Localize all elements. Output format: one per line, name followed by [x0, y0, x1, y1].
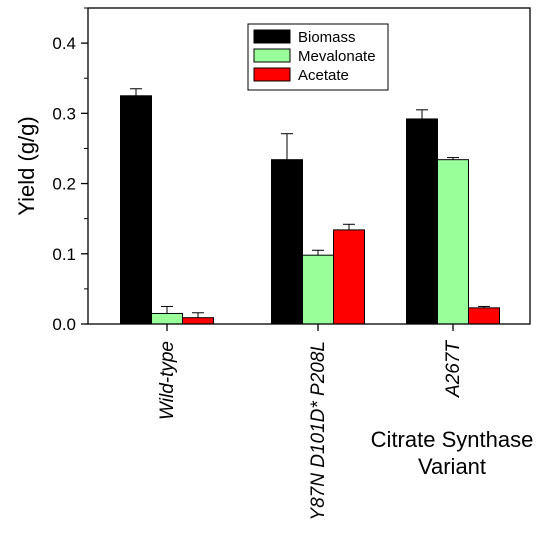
- x-axis: Wild-type Y87N D101D* P208L A267T: [157, 324, 464, 521]
- legend-label-mevalonate: Mevalonate: [298, 48, 376, 65]
- legend-label-biomass: Biomass: [298, 29, 356, 46]
- y-tick-label-0: 0.0: [52, 315, 76, 334]
- y-axis-label: Yield (g/g): [14, 116, 39, 215]
- legend: Biomass Mevalonate Acetate: [247, 23, 389, 91]
- legend-swatch-biomass: [253, 29, 291, 44]
- x-tick-label-1: Y87N D101D* P208L: [308, 341, 329, 521]
- bar-biomass-1: [271, 159, 303, 325]
- bar-acetate-2: [468, 307, 500, 325]
- y-tick-label-2: 0.2: [52, 175, 76, 194]
- bar-mevalonate-2: [437, 159, 469, 325]
- legend-swatch-mevalonate: [253, 48, 291, 63]
- bar-mevalonate-0: [151, 312, 183, 325]
- x-tick-label-0: Wild-type: [157, 341, 178, 420]
- legend-swatch-acetate: [253, 67, 291, 82]
- bar-acetate-1: [333, 229, 365, 325]
- x-axis-label-line2: Variant: [418, 454, 486, 479]
- y-tick-label-4: 0.4: [52, 34, 76, 53]
- bar-biomass-2: [406, 118, 438, 325]
- bars-layer: [120, 95, 500, 325]
- bar-acetate-0: [182, 317, 214, 325]
- y-tick-label-3: 0.3: [52, 104, 76, 123]
- bar-biomass-0: [120, 95, 152, 325]
- x-tick-label-2: A267T: [443, 340, 464, 398]
- legend-label-acetate: Acetate: [298, 67, 349, 84]
- bar-mevalonate-1: [302, 254, 334, 325]
- x-axis-label-line1: Citrate Synthase: [371, 427, 534, 452]
- plot-frame: [87, 7, 531, 325]
- y-axis: 0.0 0.1 0.2 0.3 0.4: [52, 7, 88, 334]
- error-bars-layer: [130, 88, 490, 318]
- y-tick-label-1: 0.1: [52, 245, 76, 264]
